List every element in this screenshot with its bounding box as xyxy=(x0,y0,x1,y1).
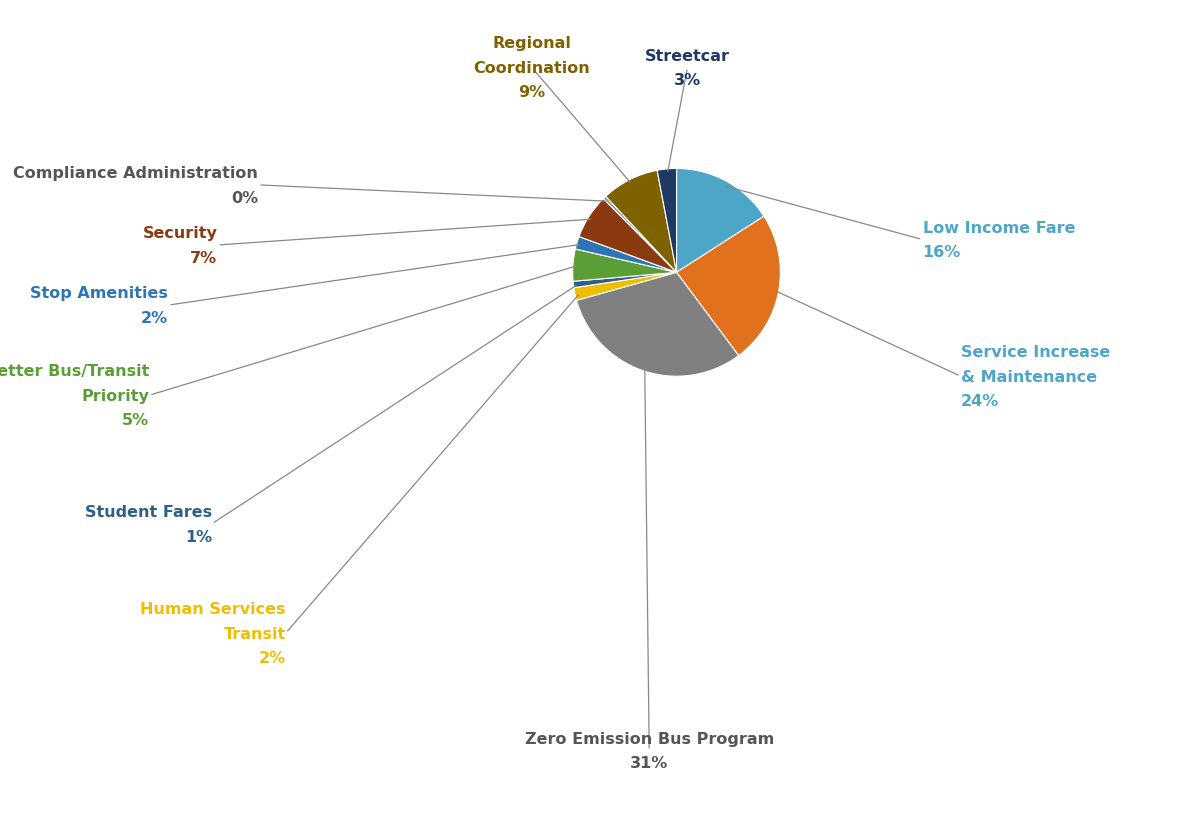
Text: 16%: 16% xyxy=(923,245,961,260)
Text: Student Fares: Student Fares xyxy=(85,505,212,519)
Text: Regional: Regional xyxy=(492,36,571,51)
Text: Low Income Fare: Low Income Fare xyxy=(923,220,1075,235)
Wedge shape xyxy=(574,273,677,301)
Text: 3%: 3% xyxy=(674,73,701,88)
Wedge shape xyxy=(658,170,677,273)
Text: Zero Emission Bus Program: Zero Emission Bus Program xyxy=(524,731,774,746)
Text: Human Services: Human Services xyxy=(140,601,286,616)
Text: Stop Amenities: Stop Amenities xyxy=(30,286,168,301)
Text: Priority: Priority xyxy=(82,388,149,403)
Text: & Maintenance: & Maintenance xyxy=(961,369,1097,384)
Wedge shape xyxy=(575,238,677,273)
Text: 1%: 1% xyxy=(185,529,212,544)
Text: 24%: 24% xyxy=(961,394,1000,409)
Wedge shape xyxy=(572,250,677,282)
Text: 9%: 9% xyxy=(518,85,545,100)
Text: Compliance Administration: Compliance Administration xyxy=(13,166,258,181)
Text: Transit: Transit xyxy=(223,626,286,640)
Text: 7%: 7% xyxy=(191,251,217,265)
Text: 5%: 5% xyxy=(122,413,149,428)
Wedge shape xyxy=(580,199,677,273)
Wedge shape xyxy=(604,197,677,273)
Text: 31%: 31% xyxy=(630,756,668,771)
Wedge shape xyxy=(576,273,739,377)
Text: 2%: 2% xyxy=(258,650,286,665)
Text: 2%: 2% xyxy=(142,310,168,325)
Wedge shape xyxy=(574,273,677,288)
Wedge shape xyxy=(606,171,677,273)
Text: Streetcar: Streetcar xyxy=(644,48,730,63)
Wedge shape xyxy=(677,217,780,356)
Text: Security: Security xyxy=(143,226,217,241)
Wedge shape xyxy=(677,170,764,273)
Text: Better Bus/Transit: Better Bus/Transit xyxy=(0,364,149,378)
Text: Service Increase: Service Increase xyxy=(961,345,1110,360)
Text: Coordination: Coordination xyxy=(473,61,590,75)
Text: 0%: 0% xyxy=(232,191,258,206)
